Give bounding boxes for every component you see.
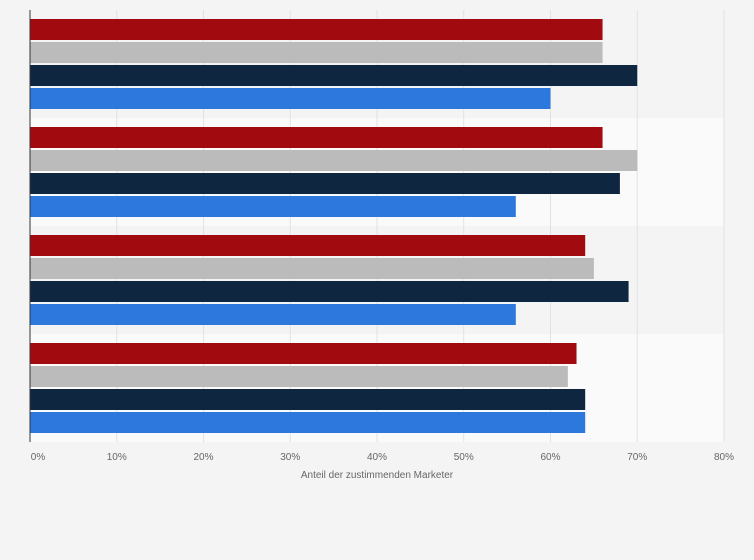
x-tick-label: 40% [367,452,387,463]
x-tick-label: 30% [280,452,300,463]
bar [30,196,516,217]
bar [30,412,586,433]
x-axis-title: Anteil der zustimmenden Marketer [301,470,454,481]
x-tick-labels: 0% 10% 20% 30% 40% 50% 60% 70% 80% [31,452,734,463]
bar [30,235,586,256]
bar [30,65,638,86]
bar [30,127,603,148]
bar [30,150,638,171]
bar [30,304,516,325]
bar [30,343,577,364]
x-tick-label: 50% [454,452,474,463]
bars [30,19,638,433]
bar [30,88,551,109]
x-tick-label: 10% [107,452,127,463]
x-tick-label: 60% [540,452,560,463]
bar [30,19,603,40]
x-tick-label: 0% [31,452,46,463]
bar [30,258,594,279]
bar [30,366,568,387]
bar [30,281,629,302]
x-tick-label: 80% [714,452,734,463]
bar [30,173,620,194]
bar [30,42,603,63]
bar [30,389,586,410]
x-tick-label: 70% [627,452,647,463]
x-tick-label: 20% [193,452,213,463]
